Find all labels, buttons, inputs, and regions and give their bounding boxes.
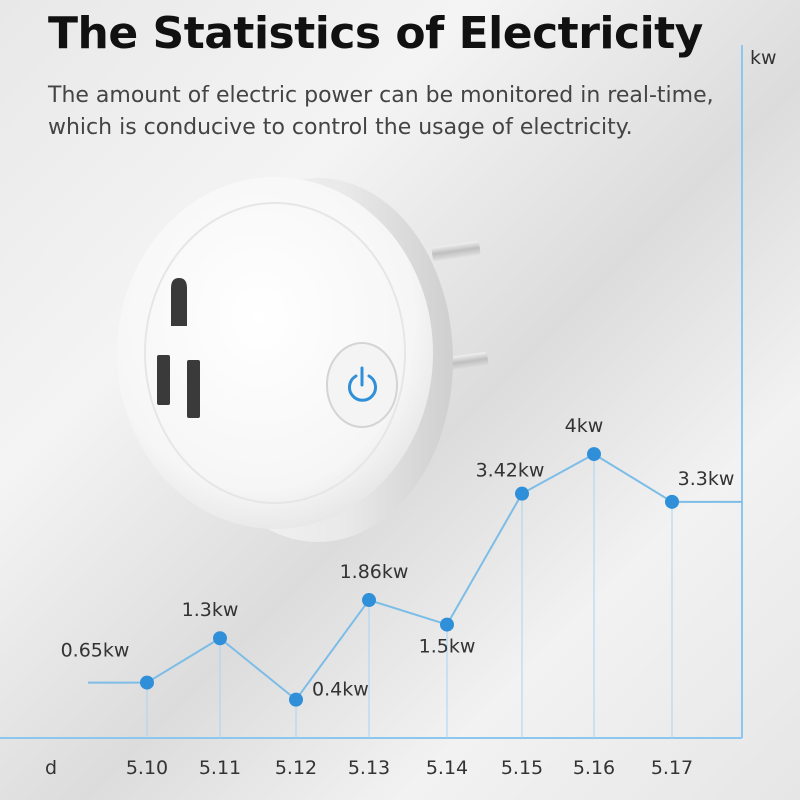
y-axis-label: kw xyxy=(750,47,777,69)
x-axis-label: d xyxy=(45,757,57,779)
data-point xyxy=(440,617,454,632)
x-tick-label: 5.15 xyxy=(501,757,543,779)
x-tick-label: 5.11 xyxy=(199,757,241,779)
outlet-slot-left xyxy=(157,355,170,405)
data-label: 3.42kw xyxy=(476,460,545,482)
x-tick-label: 5.14 xyxy=(426,757,468,779)
series-line xyxy=(88,452,742,702)
smart-plug-image xyxy=(117,177,489,542)
subtitle-line-1: The amount of electric power can be moni… xyxy=(48,83,714,108)
data-point xyxy=(362,593,376,608)
data-label: 0.4kw xyxy=(312,679,369,701)
x-tick-label: 5.17 xyxy=(651,757,693,779)
plug-prong-upper xyxy=(431,241,481,261)
page-subtitle: The amount of electric power can be moni… xyxy=(48,80,738,144)
outlet-ground-hole xyxy=(171,278,187,326)
power-icon xyxy=(348,366,377,402)
plug-face-rim xyxy=(144,202,406,504)
data-label: 1.5kw xyxy=(419,636,476,658)
data-point xyxy=(213,631,227,646)
data-label: 3.3kw xyxy=(678,468,735,490)
data-point xyxy=(289,692,303,707)
data-label: 1.3kw xyxy=(182,599,239,621)
x-tick-label: 5.16 xyxy=(573,757,615,779)
outlet-slot-right xyxy=(187,360,200,418)
data-point xyxy=(665,494,679,509)
data-point xyxy=(140,675,154,690)
data-label: 1.86kw xyxy=(340,561,409,583)
x-tick-label: 5.10 xyxy=(126,757,168,779)
plug-face xyxy=(117,177,433,529)
page-title: The Statistics of Electricity xyxy=(48,8,703,59)
x-tick-label: 5.13 xyxy=(348,757,390,779)
series-polyline xyxy=(88,452,742,702)
subtitle-line-2: which is conducive to control the usage … xyxy=(48,115,633,140)
data-point xyxy=(587,447,601,462)
data-labels: 0.65kw 1.3kw 0.4kw 1.86kw 1.5kw 3.42kw 4kw 3.3k… xyxy=(61,415,735,701)
data-points xyxy=(140,447,679,707)
data-point xyxy=(515,486,529,501)
x-tick-labels: 5.10 5.11 5.12 5.13 5.14 5.15 5.16 5.17 xyxy=(126,757,693,779)
data-label: 4kw xyxy=(565,415,604,437)
x-tick-label: 5.12 xyxy=(275,757,317,779)
data-label: 0.65kw xyxy=(61,640,130,662)
